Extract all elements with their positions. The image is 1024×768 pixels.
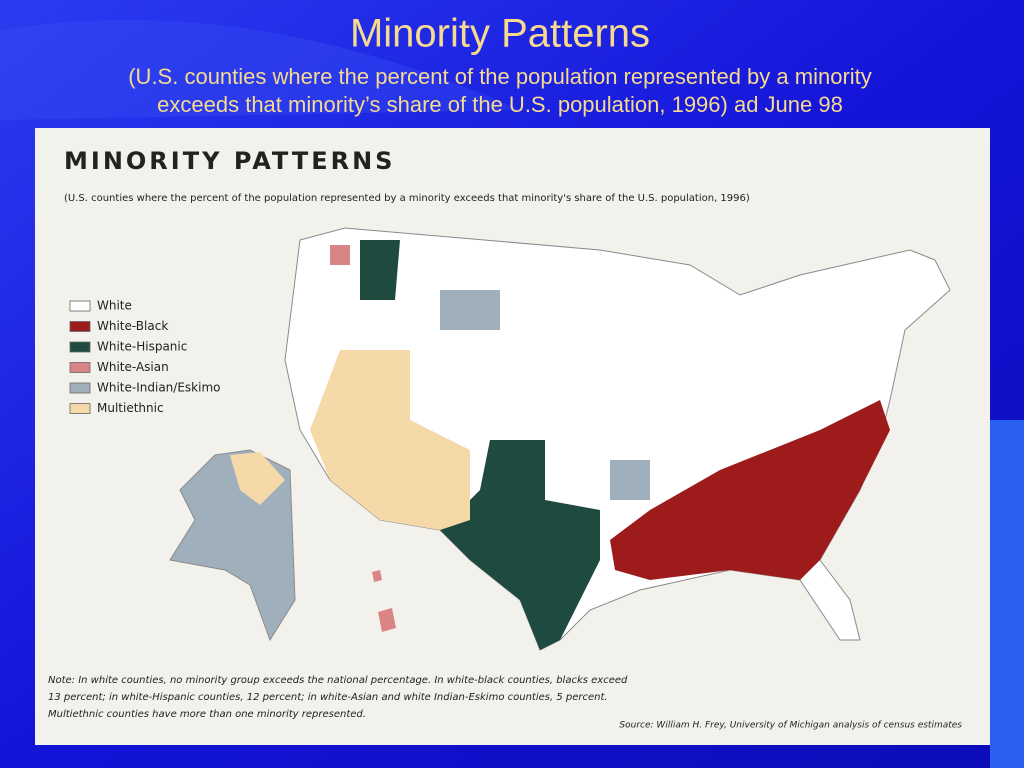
region-white-hispanic	[360, 240, 400, 300]
legend-swatch	[69, 382, 91, 394]
legend-label: Multiethnic	[97, 401, 164, 415]
legend-label: White-Asian	[97, 360, 169, 374]
slide-subtitle: (U.S. counties where the percent of the …	[128, 64, 872, 89]
map-image: MINORITY PATTERNS (U.S. counties where t…	[35, 128, 990, 745]
legend-swatch	[69, 403, 91, 414]
legend-label: White-Indian/Eskimo	[97, 381, 220, 395]
side-band	[990, 420, 1024, 768]
region-white-indian	[610, 460, 650, 500]
region-multiethnic	[310, 350, 470, 530]
region-white-indian	[440, 290, 500, 330]
map-subtitle: (U.S. counties where the percent of the …	[64, 193, 750, 204]
region-white-asian	[330, 245, 350, 265]
hawaii	[378, 608, 396, 632]
legend-swatch	[69, 362, 91, 373]
legend-swatch	[69, 341, 91, 353]
note: 13 percent; in white-Hispanic counties, …	[48, 692, 608, 703]
legend-swatch	[69, 300, 91, 312]
swoosh	[0, 20, 520, 120]
map-title: MINORITY PATTERNS	[64, 147, 395, 175]
region-white-hispanic	[440, 440, 600, 650]
legend: White White-Black White-Hispanic White-Asia…	[69, 299, 220, 415]
legend-label: White-Black	[97, 319, 168, 333]
legend-swatch	[69, 321, 91, 332]
hawaii	[372, 570, 382, 582]
source: Source: William H. Frey, University of M…	[619, 721, 962, 731]
legend-label: White	[97, 299, 132, 313]
slide-subtitle: exceeds that minority’s share of the U.S…	[157, 92, 843, 117]
legend-label: White-Hispanic	[97, 340, 187, 354]
region-white-black	[610, 400, 890, 580]
note: Multiethnic counties have more than one …	[48, 709, 366, 720]
region-multiethnic	[230, 452, 285, 505]
note: Note: In white counties, no minority gro…	[48, 675, 628, 686]
slide-title: Minority Patterns	[350, 12, 650, 56]
